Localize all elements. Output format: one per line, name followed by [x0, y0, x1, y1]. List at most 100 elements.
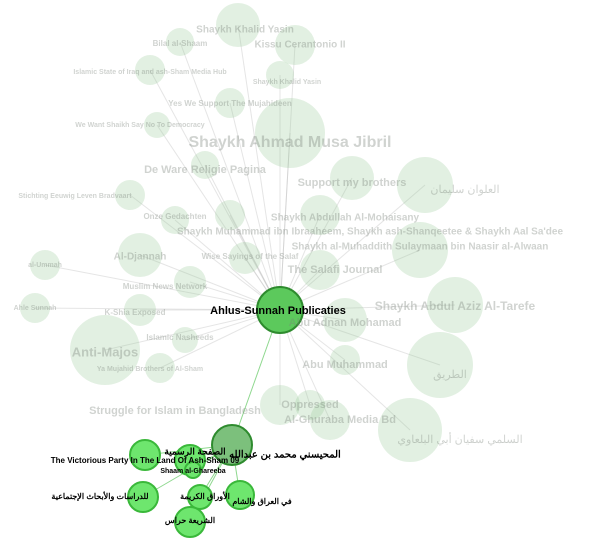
- node-label: في العراق والشام: [232, 497, 292, 507]
- node-label: We Want Shaikh Say No To Democracy: [75, 122, 205, 129]
- node-label: Ya Mujahid Brothers of Al-Sham: [97, 366, 203, 373]
- node: [275, 25, 315, 65]
- node-label: Muslim News Network: [123, 282, 208, 291]
- node: [166, 28, 194, 56]
- node: [174, 506, 206, 538]
- node: [216, 3, 260, 47]
- node: [256, 286, 304, 334]
- edge: [279, 44, 296, 311]
- node-label: المحيسني محمد بن عبدالله: [229, 450, 341, 461]
- node-label: Al-Ghuraba Media Bd: [284, 414, 396, 426]
- node-label: al-Ummah: [28, 262, 62, 269]
- node: [211, 424, 253, 466]
- node-label: Yes We Support The Mujahideen: [168, 99, 292, 108]
- node: [260, 385, 300, 425]
- node-label: Shaykh Khalid Yasin: [196, 25, 294, 36]
- node: [310, 400, 350, 440]
- node: [407, 332, 473, 398]
- node: [300, 250, 340, 290]
- node: [427, 277, 483, 333]
- node-label: Shaykh Abdullah Al-Mohaisany: [271, 213, 420, 224]
- node-label: Onze Gedachten: [143, 212, 206, 221]
- node: [124, 294, 156, 326]
- node: [145, 353, 175, 383]
- node-label: Islamic Nasheeds: [146, 333, 214, 342]
- node-label: Anti-Majos: [72, 344, 138, 359]
- node-label: السلمي سفيان أبي البلعاوي: [397, 432, 522, 446]
- node: [191, 151, 219, 179]
- edge: [279, 177, 353, 311]
- node-label: Ahle Sunnah: [14, 305, 57, 312]
- node-label: Support my brothers: [298, 177, 407, 189]
- node-label: الأوراق الكريمة: [180, 490, 230, 502]
- node: [30, 250, 60, 280]
- node-label: Islamic State of Iraq and ash-Sham Media…: [73, 69, 226, 76]
- node: [330, 345, 360, 375]
- node: [392, 222, 448, 278]
- node-label: Wise Sayings of the Salaf: [202, 252, 299, 261]
- node-label: Stichting Eeuwig Leven Bradvaart: [18, 193, 132, 200]
- node-label: Ahlus-Sunnah Publicaties: [210, 305, 346, 317]
- node: [161, 206, 189, 234]
- edge: [279, 304, 456, 311]
- edge: [34, 307, 281, 311]
- node: [20, 293, 50, 323]
- node: [174, 266, 206, 298]
- node: [295, 390, 325, 420]
- node: [70, 315, 140, 385]
- node-label: Shaykh Khalid Yasin: [253, 79, 321, 86]
- edge: [139, 254, 281, 311]
- node: [144, 112, 170, 138]
- node: [330, 156, 374, 200]
- node: [378, 398, 442, 462]
- edge: [149, 69, 281, 311]
- node-label: Shaykh al-Muhaddith Sulaymaan bin Naasir…: [292, 242, 549, 253]
- edge: [279, 309, 411, 431]
- node-label: The Victorious Party In The Land Of Ash-…: [51, 456, 240, 465]
- edge: [279, 309, 441, 366]
- labels: Shaykh Khalid Yasin Bilal al-Shaam Kissu C…: [14, 25, 564, 526]
- node-label: العلوان سليمان: [430, 184, 499, 196]
- node: [215, 88, 245, 118]
- node: [397, 157, 453, 213]
- node-label: Bilal al-Shaam: [153, 39, 208, 48]
- node: [118, 233, 162, 277]
- node: [323, 298, 367, 342]
- edge: [237, 24, 281, 311]
- node-label: Al-Djannah: [114, 252, 167, 263]
- node: [172, 327, 198, 353]
- node-label: Shaam al-Ghareeba: [160, 468, 225, 475]
- node-label: Kissu Cerantonio II: [254, 40, 345, 51]
- node-label: K-Shia Exposed: [105, 308, 166, 317]
- node-label: The Salafi Journal: [288, 264, 383, 276]
- node: [127, 481, 159, 513]
- node: [129, 439, 161, 471]
- node-label: Abu Muhammad: [302, 359, 388, 371]
- node-label: Shaykh Ahmad Musa Jibril: [188, 134, 391, 151]
- node-label: Shaykh Muhammad ibn Ibraaheem, Shaykh as…: [177, 227, 563, 238]
- edge: [44, 264, 281, 311]
- node-label: الطريق: [433, 369, 467, 381]
- node: [187, 484, 213, 510]
- node: [135, 55, 165, 85]
- node-label: Abu Adnan Mohamad: [289, 317, 402, 329]
- node: [255, 98, 325, 168]
- edge: [279, 132, 291, 311]
- node: [266, 61, 294, 89]
- node-label: De Ware Religie Pagina: [144, 164, 267, 176]
- edge: [204, 164, 281, 311]
- node-label: للدراسات والأبحاث الإجتماعية: [51, 490, 148, 502]
- node: [229, 242, 261, 274]
- node: [300, 195, 340, 235]
- nodes: [20, 3, 483, 538]
- edge: [156, 124, 281, 311]
- node: [215, 200, 245, 230]
- node-label: Shaykh Abdul Aziz Al-Tarefe: [375, 299, 536, 313]
- node-label: الشريعة حراس: [165, 516, 215, 526]
- node: [115, 180, 145, 210]
- node-label: Struggle for Islam in Bangladesh: [89, 405, 261, 417]
- edge: [279, 249, 421, 311]
- node: [184, 461, 202, 479]
- edge: [104, 309, 281, 351]
